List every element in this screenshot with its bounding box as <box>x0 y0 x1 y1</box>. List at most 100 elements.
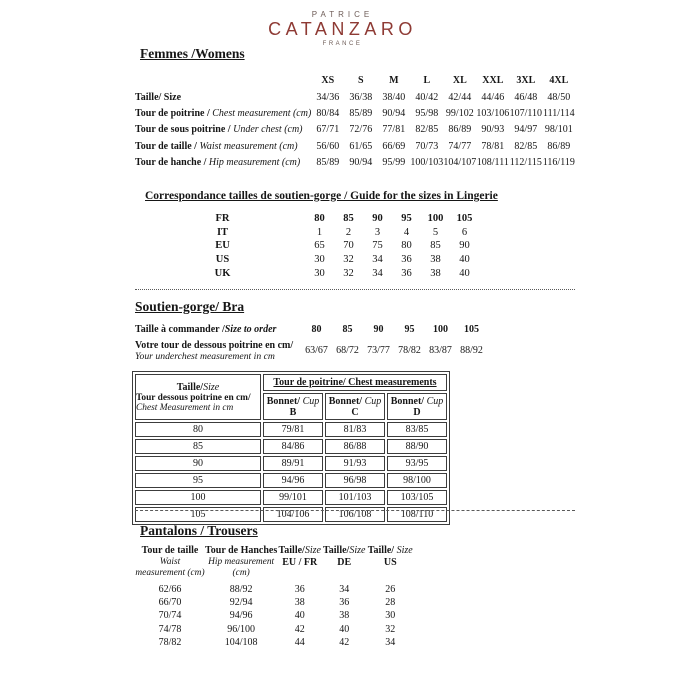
label-fr: Taille/ <box>176 381 204 393</box>
label-fr: Taille/ <box>323 545 350 556</box>
label-en: Hip measurement (cm) <box>208 156 301 168</box>
value-cell: 78/81 <box>481 140 505 152</box>
label-fr: Bonnet/ <box>328 395 363 407</box>
label-en: Cup <box>362 395 382 407</box>
corner-cell <box>135 72 311 89</box>
value-cell: 42 <box>294 623 305 635</box>
value-cell: 94/96 <box>263 473 323 488</box>
value-cell: 90 <box>459 240 470 252</box>
table-row: XS S M L XL XXL 3XL 4XL <box>135 72 575 89</box>
table-row: 78/82 104/108 44 42 34 <box>135 636 414 649</box>
value-cell: 82/85 <box>415 124 439 136</box>
corner-header-cell: Taille/Size Tour dessous poitrine en cm/C… <box>135 374 261 420</box>
value-cell: 30 <box>385 610 396 622</box>
value-cell: 108/111 <box>476 156 509 168</box>
value-cell: 100/103 <box>410 156 444 168</box>
table-row: 74/78 96/100 42 40 32 <box>135 623 414 636</box>
value-cell: 42/44 <box>448 91 472 103</box>
value-cell: 101/103 <box>325 490 385 505</box>
value-cell: 30 <box>314 254 325 266</box>
value-cell: 85/89 <box>349 107 373 119</box>
value-cell: 34/36 <box>316 91 340 103</box>
trousers-size-table-container: Tour de taille Waist measurement (cm) Tour … <box>135 545 414 649</box>
value-cell: 36 <box>401 267 412 279</box>
row-label-cell: FR <box>215 213 230 225</box>
table-row: Tour de hanche / Hip measurement (cm) 85/… <box>135 154 575 170</box>
label-fr: Tour de sous poitrine / <box>135 124 231 136</box>
label-en: Cup <box>424 395 444 407</box>
value-cell: 36 <box>294 584 305 596</box>
value-cell: 5 <box>432 226 439 238</box>
size-header-cell: 3XL <box>516 75 536 86</box>
value-cell: 74/78 <box>158 623 182 635</box>
logo-patrice-text: PATRICE <box>311 10 374 19</box>
corner-line2: Tour dessous poitrine en cm/ <box>136 392 251 403</box>
value-cell: 104/106 <box>263 507 323 522</box>
size-header-cell: XS <box>321 75 335 86</box>
label-fr: Taille/ <box>278 545 305 556</box>
table-row: Tour de taille Waist measurement (cm) Tour … <box>135 545 414 583</box>
value-cell: 94/97 <box>514 124 538 136</box>
value-cell: 32 <box>343 267 354 279</box>
value-cell: 70/74 <box>158 610 182 622</box>
value-cell: 40 <box>459 254 470 266</box>
header-line3: measurement (cm) <box>135 568 205 578</box>
underbust-value-cell: 80 <box>135 422 261 437</box>
label-en: Size to order <box>224 324 277 335</box>
table-row: Votre tour de dessous poitrine en cm/You… <box>135 338 487 363</box>
column-header-cell: Taille/ Size US <box>366 545 414 583</box>
value-cell: 26 <box>385 584 396 596</box>
value-cell: 83/87 <box>429 345 452 356</box>
header-sub: EU / FR <box>282 557 318 568</box>
value-cell: 38/40 <box>382 91 406 103</box>
label-en: Waist measurement (cm) <box>199 140 298 152</box>
value-cell: 112/115 <box>509 156 542 168</box>
row-label-cell: Tour de taille / Waist measurement (cm) <box>135 138 311 154</box>
value-cell: 85 <box>343 213 354 225</box>
value-cell: 84/86 <box>263 439 323 454</box>
cup-measurement-table: Taille/Size Tour dessous poitrine en cm/C… <box>132 371 450 525</box>
value-cell: 80 <box>401 240 412 252</box>
table-row: Tour de poitrine / Chest measurement (cm… <box>135 105 575 121</box>
header-line1: Tour de taille <box>141 545 199 556</box>
value-cell: 85 <box>342 324 353 335</box>
value-cell: 83/85 <box>387 422 447 437</box>
header-sub: US <box>383 557 397 568</box>
label-en: Size <box>396 545 413 556</box>
value-cell: 40 <box>339 623 350 635</box>
header-line2: Waist <box>159 557 181 567</box>
value-cell: 91/93 <box>325 456 385 471</box>
value-cell: 108/110 <box>387 507 447 522</box>
cup-letter: B <box>289 406 297 418</box>
value-cell: 88/90 <box>387 439 447 454</box>
cup-header-cell: Bonnet/ Cup D <box>387 393 447 420</box>
logo-france-text: FRANCE <box>322 41 363 47</box>
table-row: 85 84/86 86/88 88/90 <box>135 439 447 454</box>
row-label-cell: Taille à commander /Size to order <box>135 321 301 338</box>
label-en: Chest measurement (cm) <box>212 107 312 119</box>
value-cell: 34 <box>339 584 350 596</box>
value-cell: 95 <box>401 213 412 225</box>
value-cell: 94/96 <box>229 610 253 622</box>
value-cell: 1 <box>316 226 323 238</box>
value-cell: 46/48 <box>514 91 538 103</box>
value-cell: 72/76 <box>349 124 373 136</box>
value-cell: 105 <box>464 324 479 335</box>
value-cell: 6 <box>461 226 468 238</box>
column-header-cell: Taille/Size DE <box>322 545 366 583</box>
size-header-cell: S <box>358 75 364 86</box>
value-cell: 67/71 <box>316 124 340 136</box>
value-cell: 40/42 <box>415 91 439 103</box>
table-row: 80 79/81 81/83 83/85 <box>135 422 447 437</box>
value-cell: 4 <box>403 226 410 238</box>
value-cell: 65 <box>314 240 325 252</box>
value-cell: 103/105 <box>387 490 447 505</box>
value-cell: 80 <box>314 213 325 225</box>
underbust-value-cell: 85 <box>135 439 261 454</box>
value-cell: 104/108 <box>224 636 258 648</box>
underbust-value-cell: 105 <box>135 507 261 522</box>
table-row: FR 80 85 90 95 100 105 <box>140 212 479 226</box>
value-cell: 70 <box>343 240 354 252</box>
value-cell: 38 <box>339 610 350 622</box>
value-cell: 2 <box>345 226 352 238</box>
